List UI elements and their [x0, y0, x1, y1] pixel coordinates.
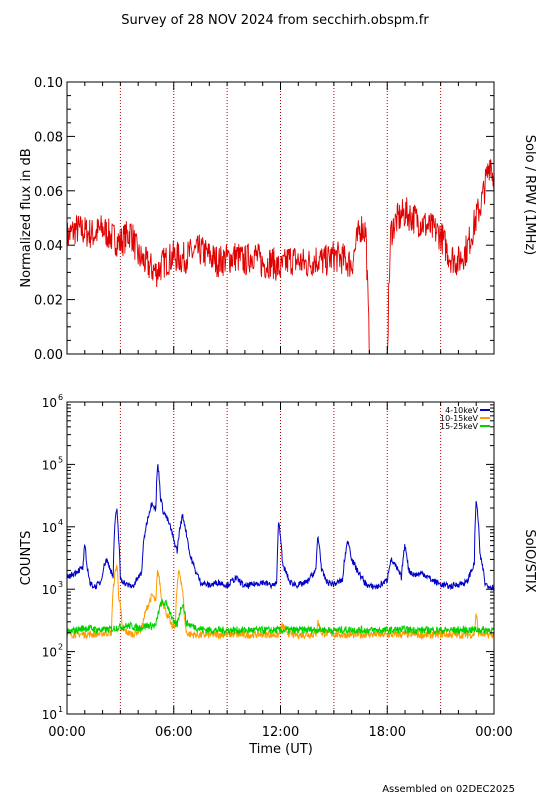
stix-y-tick-label: 10	[42, 708, 57, 722]
stix-x-tick-label: 06:00	[155, 725, 192, 740]
rpw-ticks: 0.00 0.02 0.04 0.06 0.08 0.10	[34, 76, 495, 363]
legend-label: 15-25keV	[440, 422, 479, 431]
rpw-panel: 0.00 0.02 0.04 0.06 0.08 0.10 Normalized flux…	[19, 76, 537, 363]
stix-y-tick-label: 10	[42, 646, 57, 660]
rpw-flux-line	[66, 159, 495, 355]
stix-y-tick-exponent: 4	[58, 518, 63, 527]
stix-y-tick-exponent: 1	[58, 705, 63, 714]
legend-label: 10-15keV	[440, 414, 479, 423]
stix-y-tick-label: 10	[42, 521, 57, 535]
rpw-instrument-label: Solo / RPW (1MHz)	[522, 135, 537, 256]
assembled-date: Assembled on 02DEC2025	[382, 784, 515, 795]
rpw-y-tick-label: 0.00	[34, 348, 63, 363]
stix-15-25keV-line	[66, 598, 495, 636]
rpw-series	[66, 159, 495, 355]
x-axis-label: Time (UT)	[248, 742, 313, 757]
stix-series	[66, 464, 495, 641]
stix-y-tick-exponent: 2	[58, 643, 63, 652]
stix-x-tick-label: 18:00	[369, 725, 406, 740]
legend-label: 4-10keV	[445, 406, 478, 415]
rpw-y-tick-label: 0.06	[34, 185, 63, 200]
stix-4-10keV-line	[66, 464, 495, 591]
rpw-vertical-lines	[119, 82, 442, 354]
page-title: Survey of 28 NOV 2024 from secchirh.obsp…	[121, 13, 429, 28]
stix-y-tick-exponent: 5	[58, 455, 63, 464]
stix-y-axis-label: COUNTS	[19, 531, 34, 586]
stix-instrument-label: SolO/STIX	[522, 529, 537, 592]
stix-x-tick-label: 12:00	[262, 725, 299, 740]
rpw-y-tick-label: 0.10	[34, 76, 63, 91]
stix-y-tick-exponent: 6	[58, 393, 63, 402]
stix-y-tick-label: 10	[42, 458, 57, 472]
rpw-y-tick-label: 0.02	[34, 294, 63, 309]
stix-x-tick-label: 00:00	[48, 725, 85, 740]
stix-x-tick-label: 00:00	[475, 725, 512, 740]
stix-y-tick-exponent: 3	[58, 580, 63, 589]
rpw-y-axis-label: Normalized flux in dB	[19, 148, 34, 287]
rpw-y-tick-label: 0.08	[34, 130, 63, 145]
stix-vertical-lines	[119, 402, 442, 714]
stix-y-tick-label: 10	[42, 396, 57, 410]
stix-y-tick-label: 10	[42, 583, 57, 597]
rpw-y-tick-label: 0.04	[34, 239, 63, 254]
